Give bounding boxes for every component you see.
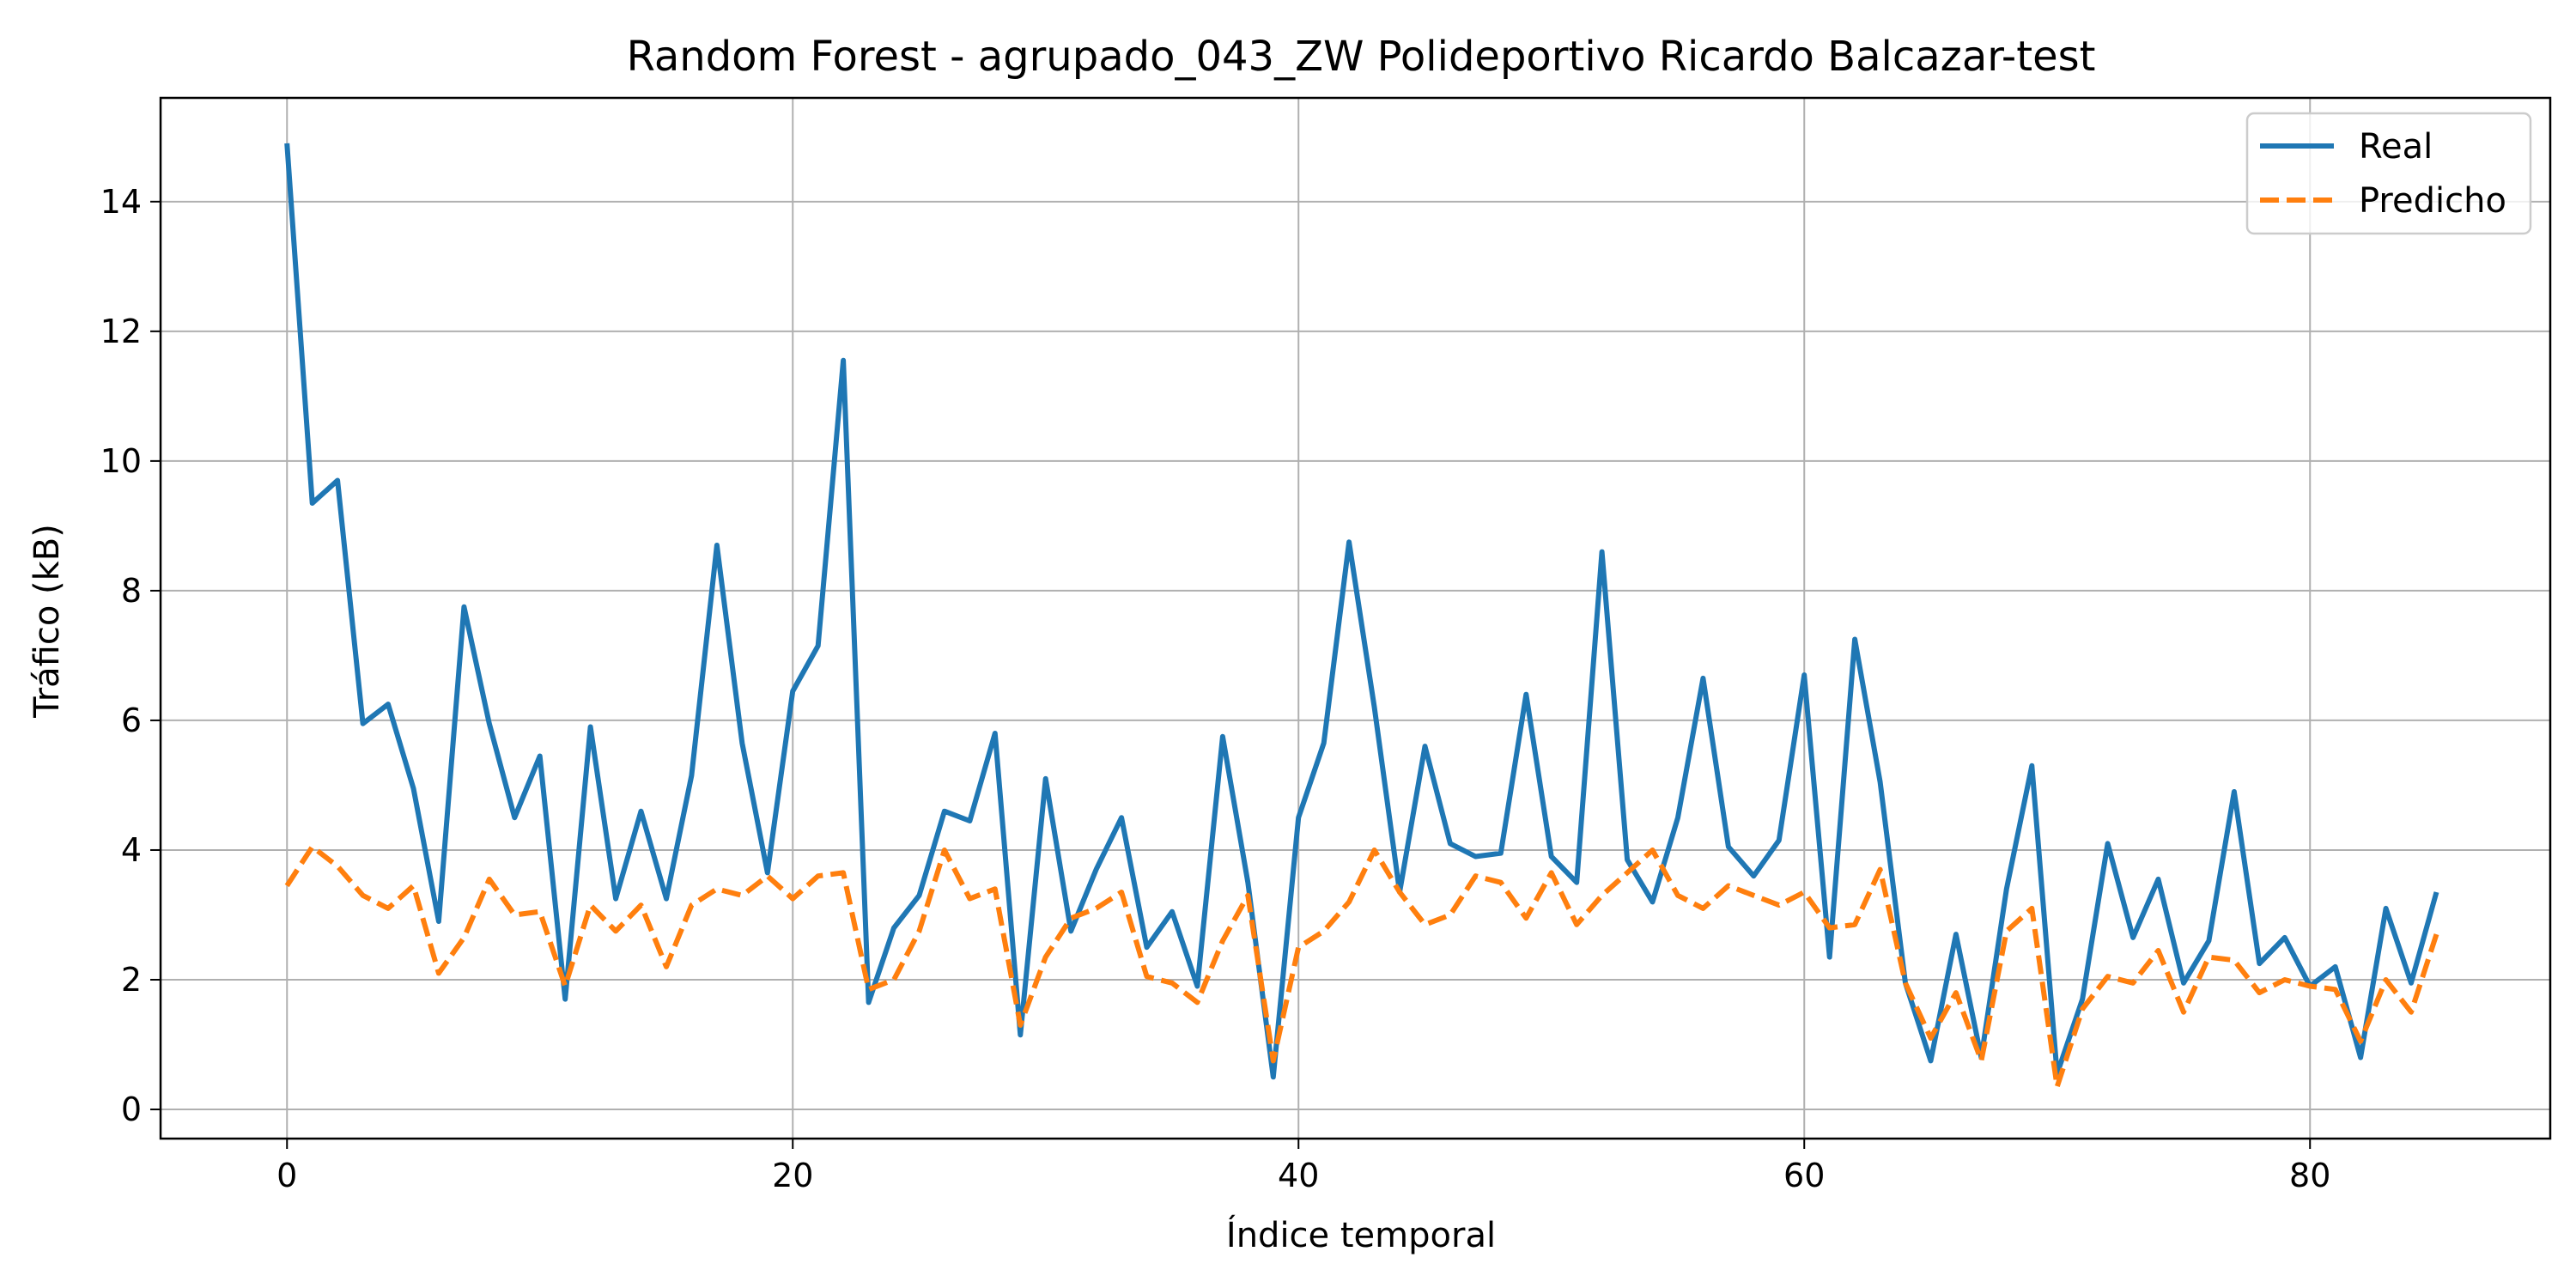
legend-label-predicho: Predicho xyxy=(2359,181,2506,221)
series-group xyxy=(284,143,2439,1090)
y-tick-label: 6 xyxy=(121,702,142,739)
y-tick-label: 10 xyxy=(100,442,142,480)
y-tick-label: 12 xyxy=(100,313,142,350)
series-line-predicho xyxy=(284,844,2439,1090)
y-tick-label: 0 xyxy=(121,1091,142,1128)
y-tick-label: 4 xyxy=(121,831,142,869)
x-tick-label: 20 xyxy=(772,1157,813,1194)
chart-title: Random Forest - agrupado_043_ZW Polidepo… xyxy=(627,33,2096,81)
y-axis-title: Tráfico (kB) xyxy=(27,524,67,719)
y-tick-label: 8 xyxy=(121,572,142,610)
axis-ticks: 0 20 40 60 80 0 2 4 6 8 10 12 14 xyxy=(100,183,2331,1194)
plot-frame xyxy=(159,96,2552,1140)
grid xyxy=(161,98,2550,1139)
y-tick-label: 2 xyxy=(121,961,142,999)
x-axis-title: Índice temporal xyxy=(1226,1214,1496,1255)
x-tick-label: 0 xyxy=(276,1157,297,1194)
x-tick-label: 40 xyxy=(1278,1157,1319,1194)
y-tick-label: 14 xyxy=(100,183,142,221)
series-line-real xyxy=(284,143,2439,1080)
legend-label-real: Real xyxy=(2359,127,2433,167)
x-tick-label: 80 xyxy=(2289,1157,2330,1194)
legend: Real Predicho xyxy=(2245,112,2532,235)
x-tick-label: 60 xyxy=(1783,1157,1825,1194)
